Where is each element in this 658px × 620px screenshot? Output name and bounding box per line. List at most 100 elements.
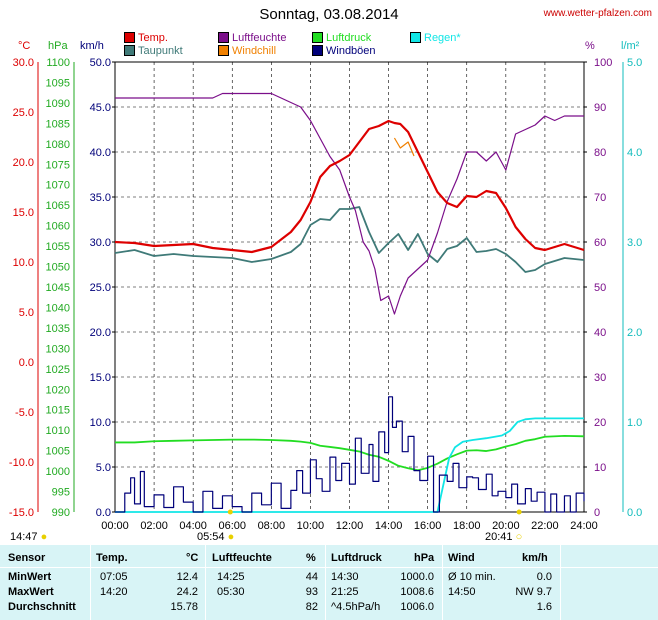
wind-tick-label: 20.0: [90, 327, 111, 339]
legend-item-luftfeuchte: Luftfeuchte: [218, 32, 286, 44]
series-line-windben: [115, 396, 585, 513]
pressure-tick-label: 1080: [46, 139, 70, 151]
header-temp-unit: °C: [186, 552, 199, 564]
temp-tick-label: 10.0: [13, 257, 34, 269]
legend-item-windchill: Windchill: [218, 45, 276, 57]
sunrise-time: 05:54 ●: [197, 531, 235, 543]
header-pressure-unit: hPa: [414, 552, 435, 564]
legend-label: Luftdruck: [326, 32, 372, 44]
stat-h-time: 05:30: [217, 586, 245, 598]
weather-chart: 00:00 02:00 04:00 06:00 08:00 10:00 12:00 14:00…: [9, 57, 642, 532]
stat-t-time: 07:05: [100, 571, 128, 583]
stat-h-val: 82: [305, 601, 318, 613]
x-tick-label: 18:00: [453, 520, 481, 532]
sunset-marker: [516, 509, 522, 515]
pressure-tick-label: 1005: [46, 446, 70, 458]
pressure-tick-label: 995: [52, 487, 70, 499]
legend-swatch: [312, 32, 323, 43]
legend-label: Windchill: [232, 45, 277, 57]
rain-tick-label: 2.0: [627, 327, 642, 339]
stat-t-val: 12.4: [176, 571, 198, 583]
series-line-windchill: [393, 137, 415, 157]
humidity-tick-label: 60: [594, 237, 606, 249]
temp-tick-label: 20.0: [13, 157, 34, 169]
pressure-tick-label: 1045: [46, 282, 70, 294]
stat-t-val: 24.2: [176, 586, 198, 598]
pressure-tick-label: 1050: [46, 262, 70, 274]
legend-item-regen: Regen*: [410, 32, 461, 44]
temp-tick-label: 30.0: [13, 57, 34, 69]
stat-w-time: Ø 10 min.: [448, 571, 496, 583]
wind-tick-label: 0.0: [96, 507, 111, 519]
x-tick-label: 16:00: [414, 520, 442, 532]
pressure-tick-label: 1100: [46, 57, 70, 69]
stat-p-time: 14:30: [331, 571, 359, 583]
legend-swatch: [218, 32, 229, 43]
rain-tick-label: 5.0: [627, 57, 642, 69]
humidity-tick-label: 20: [594, 417, 606, 429]
legend-label: Windböen: [326, 45, 376, 57]
daylight-duration: 14:47 ●: [10, 531, 48, 543]
rain-unit-label: l/m²: [621, 40, 640, 52]
series-line-luftfeuchte: [115, 92, 584, 315]
pressure-tick-label: 1040: [46, 302, 70, 314]
pressure-tick-label: 1025: [46, 364, 70, 376]
stat-label: Durchschnitt: [8, 601, 76, 613]
wind-tick-label: 15.0: [90, 372, 111, 384]
x-tick-label: 20:00: [492, 520, 520, 532]
wind-tick-label: 5.0: [96, 462, 111, 474]
wind-unit-label: km/h: [80, 40, 104, 52]
humidity-tick-label: 0: [594, 507, 600, 519]
wind-tick-label: 40.0: [90, 147, 111, 159]
legend-swatch: [218, 45, 229, 56]
humidity-tick-label: 30: [594, 372, 606, 384]
legend-item-temp: Temp.: [124, 32, 168, 44]
x-tick-label: 00:00: [101, 520, 129, 532]
temp-tick-label: 15.0: [13, 207, 34, 219]
legend-swatch: [312, 45, 323, 56]
stat-t-val: 15.78: [170, 601, 198, 613]
temp-tick-label: 25.0: [13, 107, 34, 119]
stat-label: MaxWert: [8, 586, 54, 598]
sunset-time: 20:41 ○: [485, 531, 523, 543]
series-line-temp: [114, 119, 585, 254]
x-tick-label: 04:00: [179, 520, 207, 532]
x-tick-label: 10:00: [297, 520, 325, 532]
wind-tick-label: 10.0: [90, 417, 111, 429]
stat-p-val: 1000.0: [400, 571, 434, 583]
pressure-tick-label: 1090: [46, 98, 70, 110]
x-tick-label: 14:00: [375, 520, 403, 532]
x-tick-label: 22:00: [531, 520, 559, 532]
wind-tick-label: 25.0: [90, 282, 111, 294]
header-wind-unit: km/h: [522, 552, 548, 564]
legend-label: Taupunkt: [138, 45, 183, 57]
pressure-tick-label: 1015: [46, 405, 70, 417]
stat-label: MinWert: [8, 571, 52, 583]
stat-h-time: 14:25: [217, 571, 245, 583]
pressure-tick-label: 1000: [46, 466, 70, 478]
rain-tick-label: 4.0: [627, 147, 642, 159]
header-pressure: Luftdruck: [331, 552, 382, 564]
legend-label: Regen*: [424, 32, 461, 44]
x-tick-label: 06:00: [218, 520, 246, 532]
stat-w-val: 1.6: [536, 601, 552, 613]
wind-tick-label: 30.0: [90, 237, 111, 249]
temp-tick-label: -15.0: [9, 507, 34, 519]
pressure-tick-label: 1085: [46, 118, 70, 130]
chart-title: Sonntag, 03.08.2014: [259, 6, 399, 23]
pressure-tick-label: 990: [52, 507, 70, 519]
stat-p-time: ^4.5hPa/h: [331, 601, 381, 613]
header-sensor: Sensor: [8, 552, 46, 564]
stat-w-time: 14:50: [448, 586, 476, 598]
temp-tick-label: -10.0: [9, 457, 34, 469]
legend-swatch: [124, 45, 135, 56]
site-url[interactable]: www.wetter-pfalzen.com: [543, 8, 652, 19]
pressure-tick-label: 1055: [46, 241, 70, 253]
stat-t-time: 14:20: [100, 586, 128, 598]
pressure-unit-label: hPa: [48, 40, 68, 52]
sunrise-marker: [227, 509, 233, 515]
legend-item-taupunkt: Taupunkt: [124, 45, 183, 57]
series-line-regen: [115, 417, 584, 513]
wind-tick-label: 50.0: [90, 57, 111, 69]
stat-p-time: 21:25: [331, 586, 359, 598]
